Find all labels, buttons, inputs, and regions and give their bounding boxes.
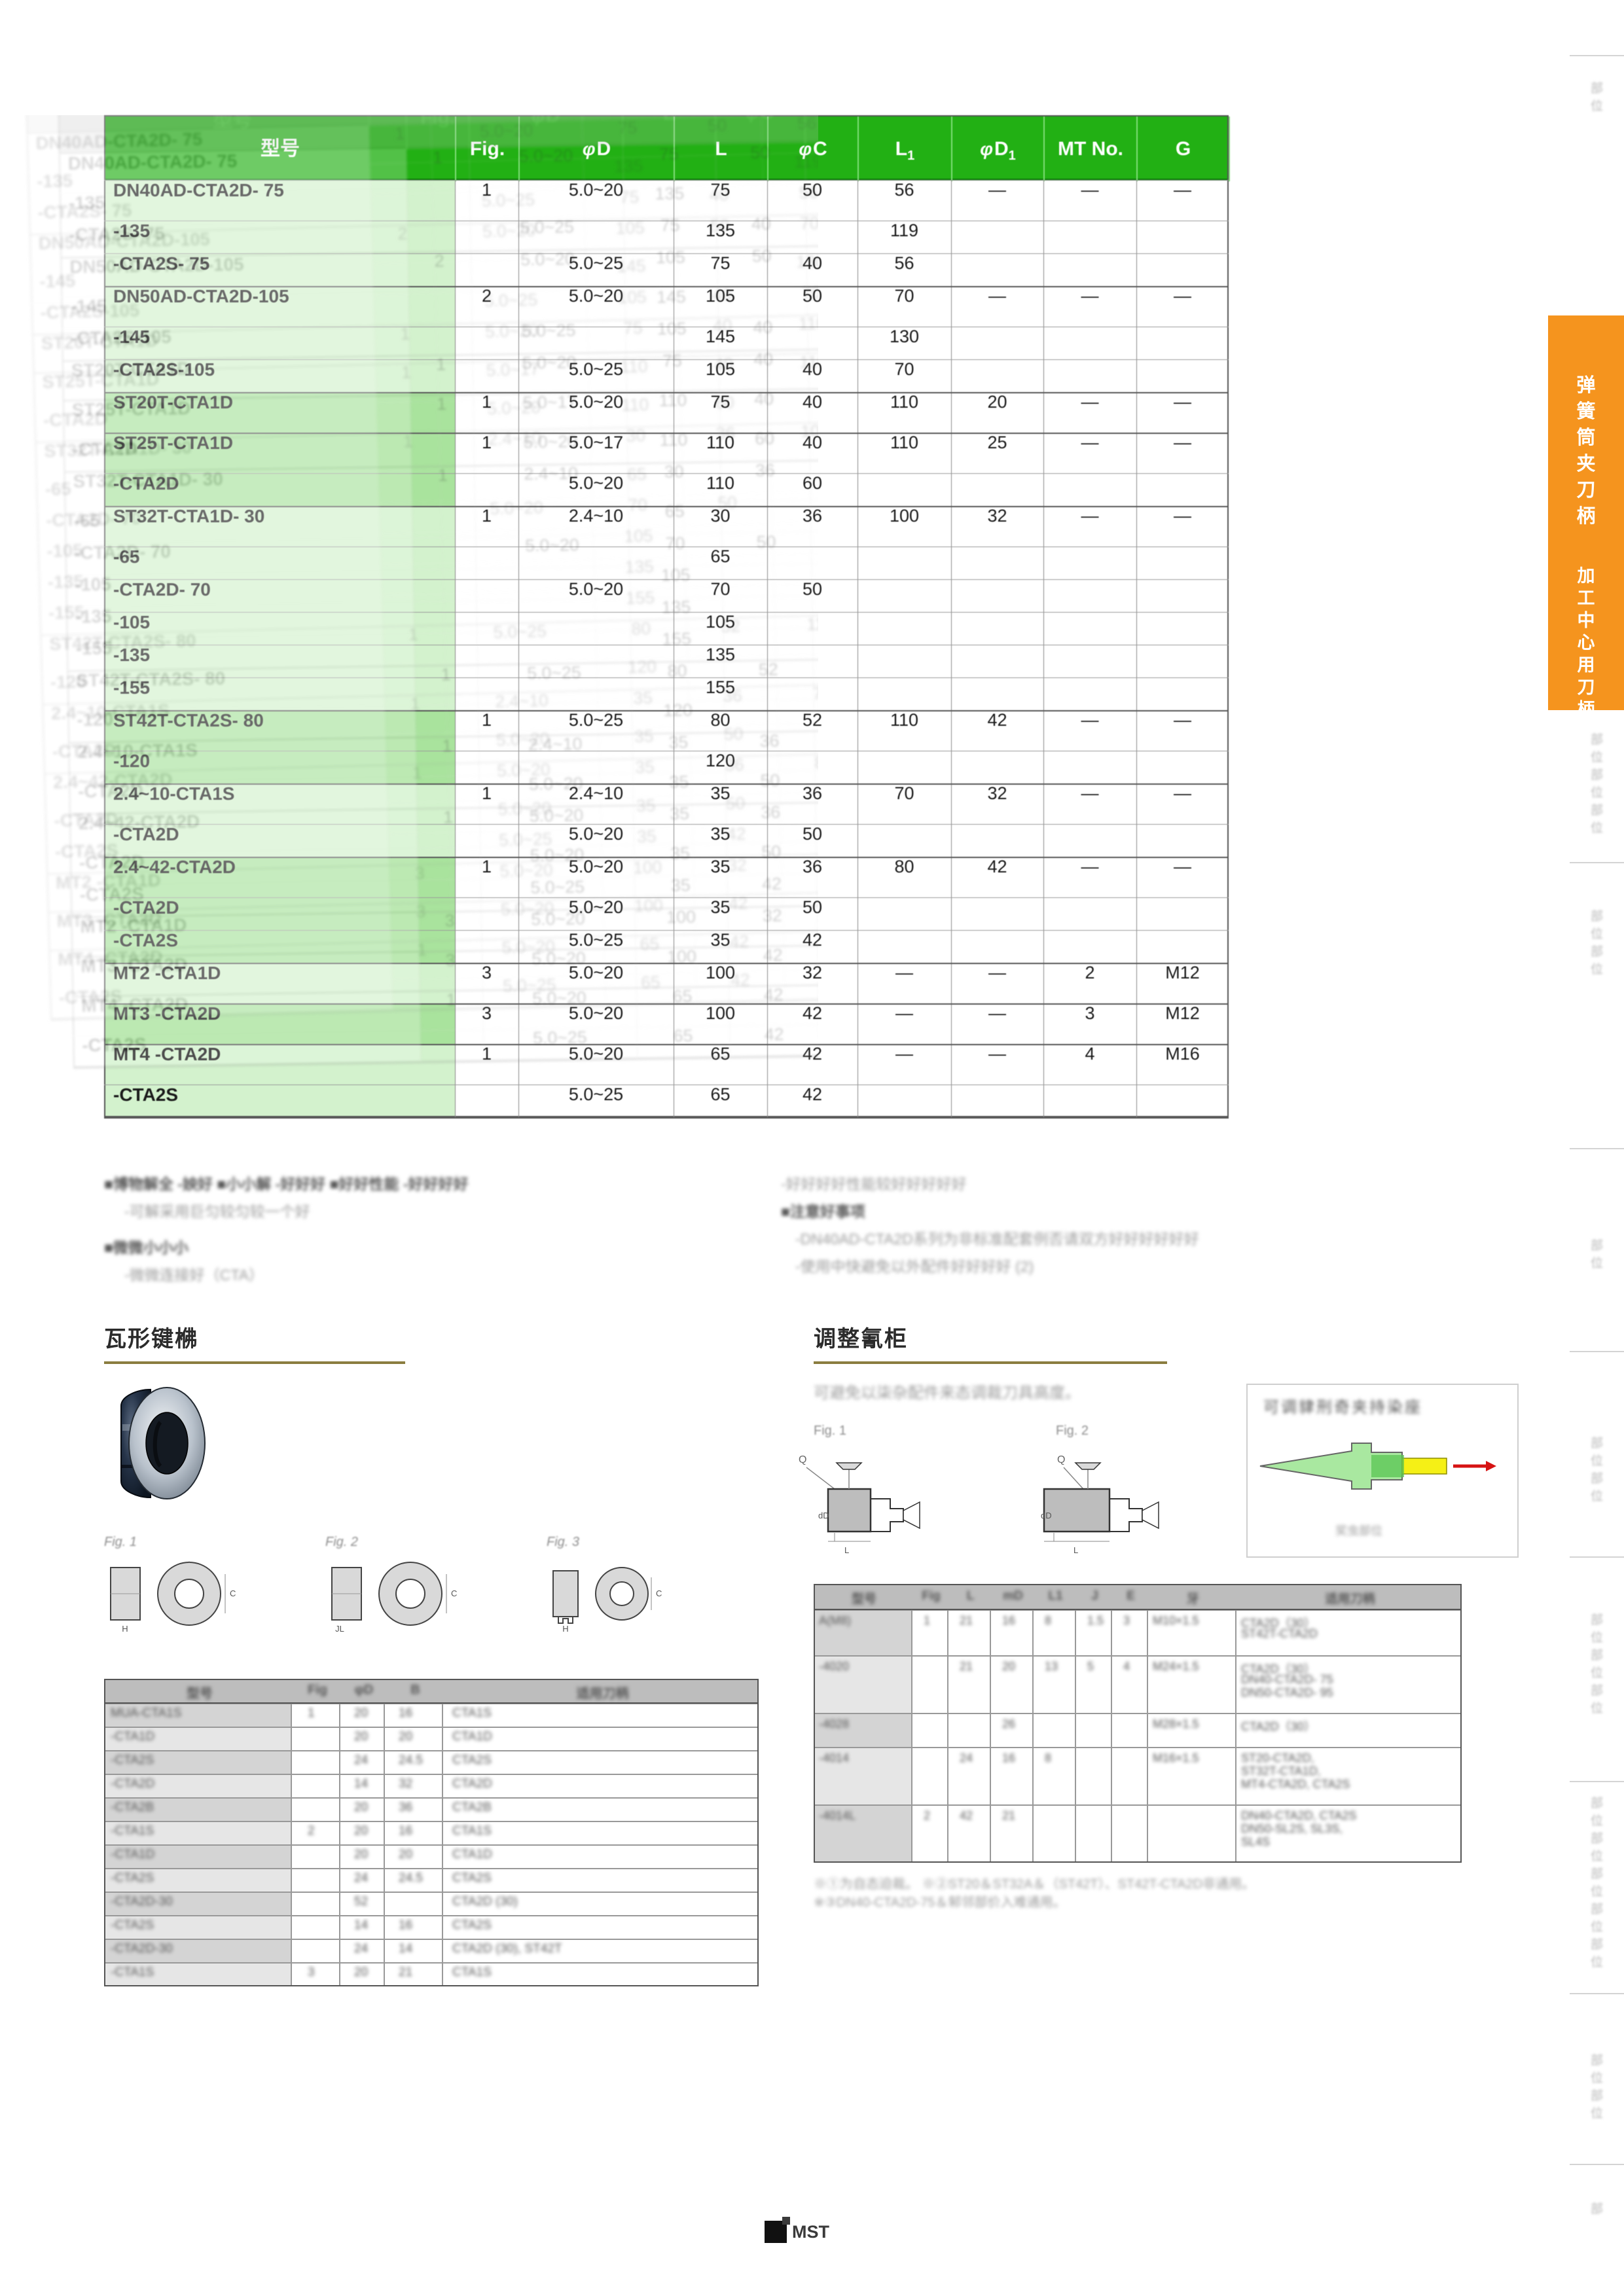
svg-text:H: H: [122, 1624, 128, 1634]
svg-text:dD: dD: [818, 1511, 829, 1520]
svg-text:L: L: [844, 1545, 849, 1555]
svg-text:H: H: [562, 1624, 568, 1634]
svg-text:C: C: [451, 1588, 457, 1598]
svg-text:dD: dD: [1041, 1511, 1052, 1520]
svg-text:C: C: [656, 1588, 662, 1598]
svg-text:L: L: [1074, 1545, 1078, 1555]
svg-text:MST: MST: [792, 2222, 830, 2242]
svg-text:Q: Q: [1057, 1454, 1065, 1465]
svg-text:JL: JL: [335, 1624, 344, 1634]
svg-text:Q: Q: [799, 1454, 806, 1465]
svg-text:C: C: [230, 1588, 236, 1598]
